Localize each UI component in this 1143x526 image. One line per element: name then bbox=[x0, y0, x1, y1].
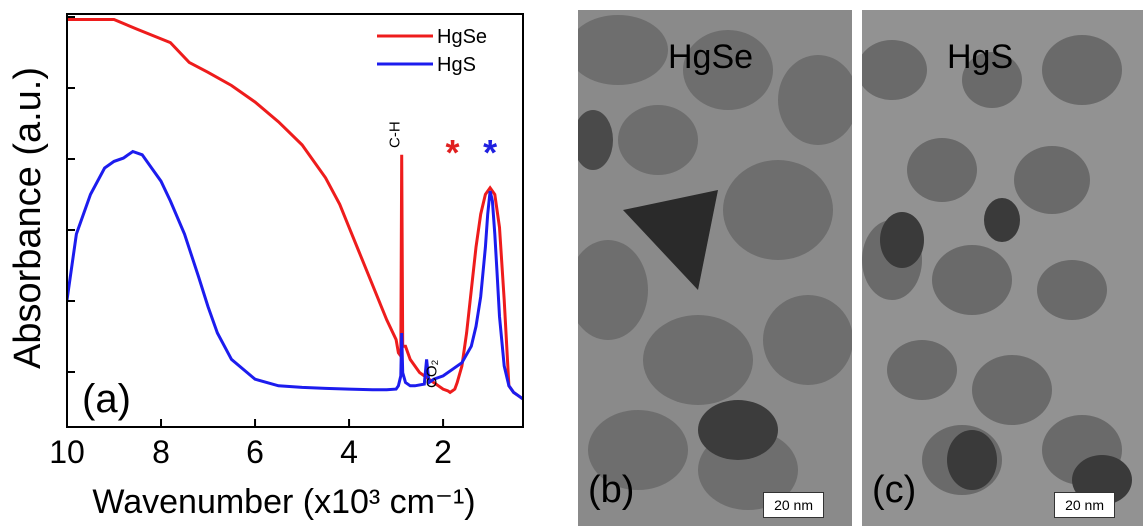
x-tick-label: 4 bbox=[340, 434, 358, 470]
scale-bar-c: 20 nm bbox=[1054, 492, 1115, 518]
panel-label-c: (c) bbox=[872, 469, 917, 511]
annotation-co2: CO₂ bbox=[424, 360, 441, 389]
tem-micrograph-hgs bbox=[862, 10, 1143, 526]
plot-frame bbox=[66, 13, 524, 428]
peak-marker: * bbox=[483, 132, 497, 173]
tem-title-hgse: HgSe bbox=[668, 38, 754, 76]
tem-image-hgs: HgS (c) 20 nm bbox=[862, 10, 1143, 526]
x-tick-label: 8 bbox=[152, 434, 170, 470]
scale-bar-b: 20 nm bbox=[763, 492, 824, 518]
tem-image-hgse: HgSe (b) 20 nm bbox=[578, 10, 852, 526]
x-axis-label: Wavenumber (x10³ cm⁻¹) bbox=[92, 483, 475, 521]
peak-marker: * bbox=[445, 132, 459, 173]
annotation-ch: C-H bbox=[387, 121, 404, 148]
tem-micrograph-hgse bbox=[578, 10, 852, 526]
y-axis-label: Absorbance (a.u.) bbox=[7, 67, 49, 369]
x-tick-label: 10 bbox=[49, 434, 85, 470]
x-tick-label: 6 bbox=[246, 434, 264, 470]
legend-label-hgse: HgSe bbox=[437, 26, 487, 48]
panel-label-b: (b) bbox=[588, 469, 635, 511]
series-line-hgse bbox=[67, 18, 523, 401]
x-tick-label: 2 bbox=[434, 434, 452, 470]
panel-label-a: (a) bbox=[82, 377, 131, 421]
plot-area: 10 8 6 4 2 HgSe HgS C-H CO₂ * * bbox=[49, 13, 524, 470]
tem-title-hgs: HgS bbox=[947, 38, 1014, 76]
legend-label-hgs: HgS bbox=[437, 54, 476, 76]
series-line-hgs bbox=[67, 149, 523, 401]
